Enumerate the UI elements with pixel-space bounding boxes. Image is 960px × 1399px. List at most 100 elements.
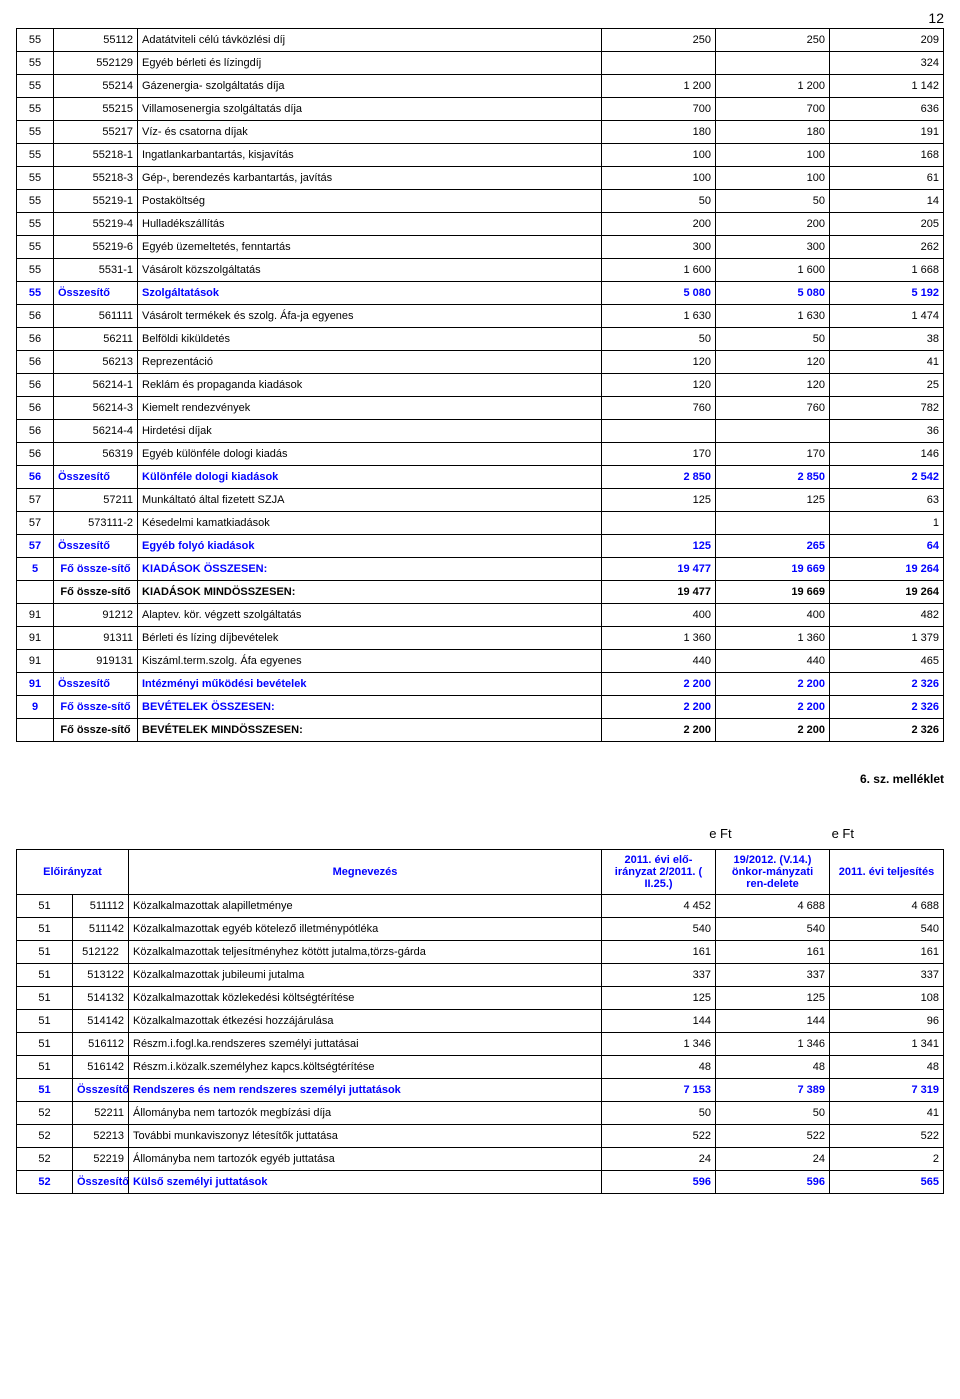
table-cell: 56	[17, 397, 54, 420]
table-cell: 596	[716, 1171, 830, 1194]
table-cell: 5531-1	[54, 259, 138, 282]
table-cell: Közalkalmazottak jubileumi jutalma	[129, 964, 602, 987]
table-cell: 91	[17, 673, 54, 696]
table-cell: 440	[716, 650, 830, 673]
table-cell: 4 688	[830, 895, 944, 918]
table-cell	[602, 52, 716, 75]
table-cell: 14	[830, 190, 944, 213]
table-cell: 561111	[54, 305, 138, 328]
table-cell: Összesítő	[73, 1079, 129, 1102]
table-cell: KIADÁSOK MINDÖSSZESEN:	[138, 581, 602, 604]
table-cell: BEVÉTELEK ÖSSZESEN:	[138, 696, 602, 719]
table-cell: Megnevezés	[129, 850, 602, 895]
table-cell: 511112	[73, 895, 129, 918]
table-cell: 55	[17, 259, 54, 282]
table-cell: 250	[602, 29, 716, 52]
table-cell: 170	[716, 443, 830, 466]
table-cell	[716, 512, 830, 535]
table-cell: 91	[17, 627, 54, 650]
table-cell: 52213	[73, 1125, 129, 1148]
table-cell: 100	[716, 167, 830, 190]
table-cell: 324	[830, 52, 944, 75]
table-cell: 55112	[54, 29, 138, 52]
table-cell: 55	[17, 144, 54, 167]
table-cell: Fő össze-sítő	[54, 719, 138, 742]
table-cell: 51	[17, 1056, 73, 1079]
table-cell: 56319	[54, 443, 138, 466]
table-cell: 55214	[54, 75, 138, 98]
table-cell: 52211	[73, 1102, 129, 1125]
table-cell: 125	[602, 535, 716, 558]
table-cell: 56	[17, 328, 54, 351]
table-cell: 51	[17, 918, 73, 941]
table-cell: 125	[602, 489, 716, 512]
table-cell: KIADÁSOK ÖSSZESEN:	[138, 558, 602, 581]
table-cell: 24	[602, 1148, 716, 1171]
table-cell: 56	[17, 351, 54, 374]
table-cell: 55219-1	[54, 190, 138, 213]
table-cell: Közalkalmazottak alapilletménye	[129, 895, 602, 918]
table-cell: Gázenergia- szolgáltatás díja	[138, 75, 602, 98]
table-cell: 19 477	[602, 581, 716, 604]
page-number: 12	[16, 10, 944, 26]
table-cell: 250	[716, 29, 830, 52]
table-cell: Postaköltség	[138, 190, 602, 213]
table-cell: 2 200	[602, 696, 716, 719]
table-cell: 55215	[54, 98, 138, 121]
budget-table-1: 5555112Adatátviteli célú távközlési díj2…	[16, 28, 944, 742]
table-cell: 56	[17, 305, 54, 328]
table-cell: 5	[17, 558, 54, 581]
table-cell: 91	[17, 650, 54, 673]
table-cell: 440	[602, 650, 716, 673]
table-cell: Reprezentáció	[138, 351, 602, 374]
table-cell: 191	[830, 121, 944, 144]
table-cell: 55	[17, 121, 54, 144]
table-cell: 1 600	[602, 259, 716, 282]
table-cell: 514132	[73, 987, 129, 1010]
table-cell: 4 452	[602, 895, 716, 918]
table-cell: Egyéb folyó kiadások	[138, 535, 602, 558]
table-cell: További munkaviszonyz létesítők juttatás…	[129, 1125, 602, 1148]
table-cell: 91212	[54, 604, 138, 627]
table-cell: 2 200	[716, 673, 830, 696]
table-cell: 91	[17, 604, 54, 627]
table-cell: 514142	[73, 1010, 129, 1033]
table-cell: 56	[17, 420, 54, 443]
table-cell: 4 688	[716, 895, 830, 918]
table-cell: 1 668	[830, 259, 944, 282]
table-cell: 55	[17, 75, 54, 98]
table-cell: 19 264	[830, 558, 944, 581]
table-cell: 1 341	[830, 1033, 944, 1056]
table-cell: 55218-3	[54, 167, 138, 190]
table-cell: 7 319	[830, 1079, 944, 1102]
table-cell: 55	[17, 29, 54, 52]
table-cell: 1	[830, 512, 944, 535]
table-cell: 55	[17, 282, 54, 305]
table-cell	[716, 52, 830, 75]
table-cell: 161	[830, 941, 944, 964]
table-cell: 540	[602, 918, 716, 941]
table-cell: 513122	[73, 964, 129, 987]
table-cell: Állományba nem tartozók egyéb juttatása	[129, 1148, 602, 1171]
table-cell: 2 326	[830, 696, 944, 719]
table-cell: 55217	[54, 121, 138, 144]
table-cell: 19 477	[602, 558, 716, 581]
table-cell: 540	[716, 918, 830, 941]
table-cell: 522	[716, 1125, 830, 1148]
table-cell	[602, 420, 716, 443]
table-cell: 2 326	[830, 719, 944, 742]
table-cell: 120	[602, 374, 716, 397]
attachment-label: 6. sz. melléklet	[16, 772, 944, 786]
table-cell: Gép-, berendezés karbantartás, javítás	[138, 167, 602, 190]
table-cell: 125	[716, 489, 830, 512]
table-cell: 700	[602, 98, 716, 121]
table-cell: 25	[830, 374, 944, 397]
table-cell: 51	[17, 964, 73, 987]
table-cell: Rendszeres és nem rendszeres személyi ju…	[129, 1079, 602, 1102]
table-cell: Bérleti és lízing díjbevételek	[138, 627, 602, 650]
table-cell: 55	[17, 190, 54, 213]
table-cell: 100	[602, 167, 716, 190]
budget-table-2: ElőirányzatMegnevezés2011. évi elő-irány…	[16, 849, 944, 1194]
table-cell: Állományba nem tartozók megbízási díja	[129, 1102, 602, 1125]
table-cell: 50	[716, 1102, 830, 1125]
